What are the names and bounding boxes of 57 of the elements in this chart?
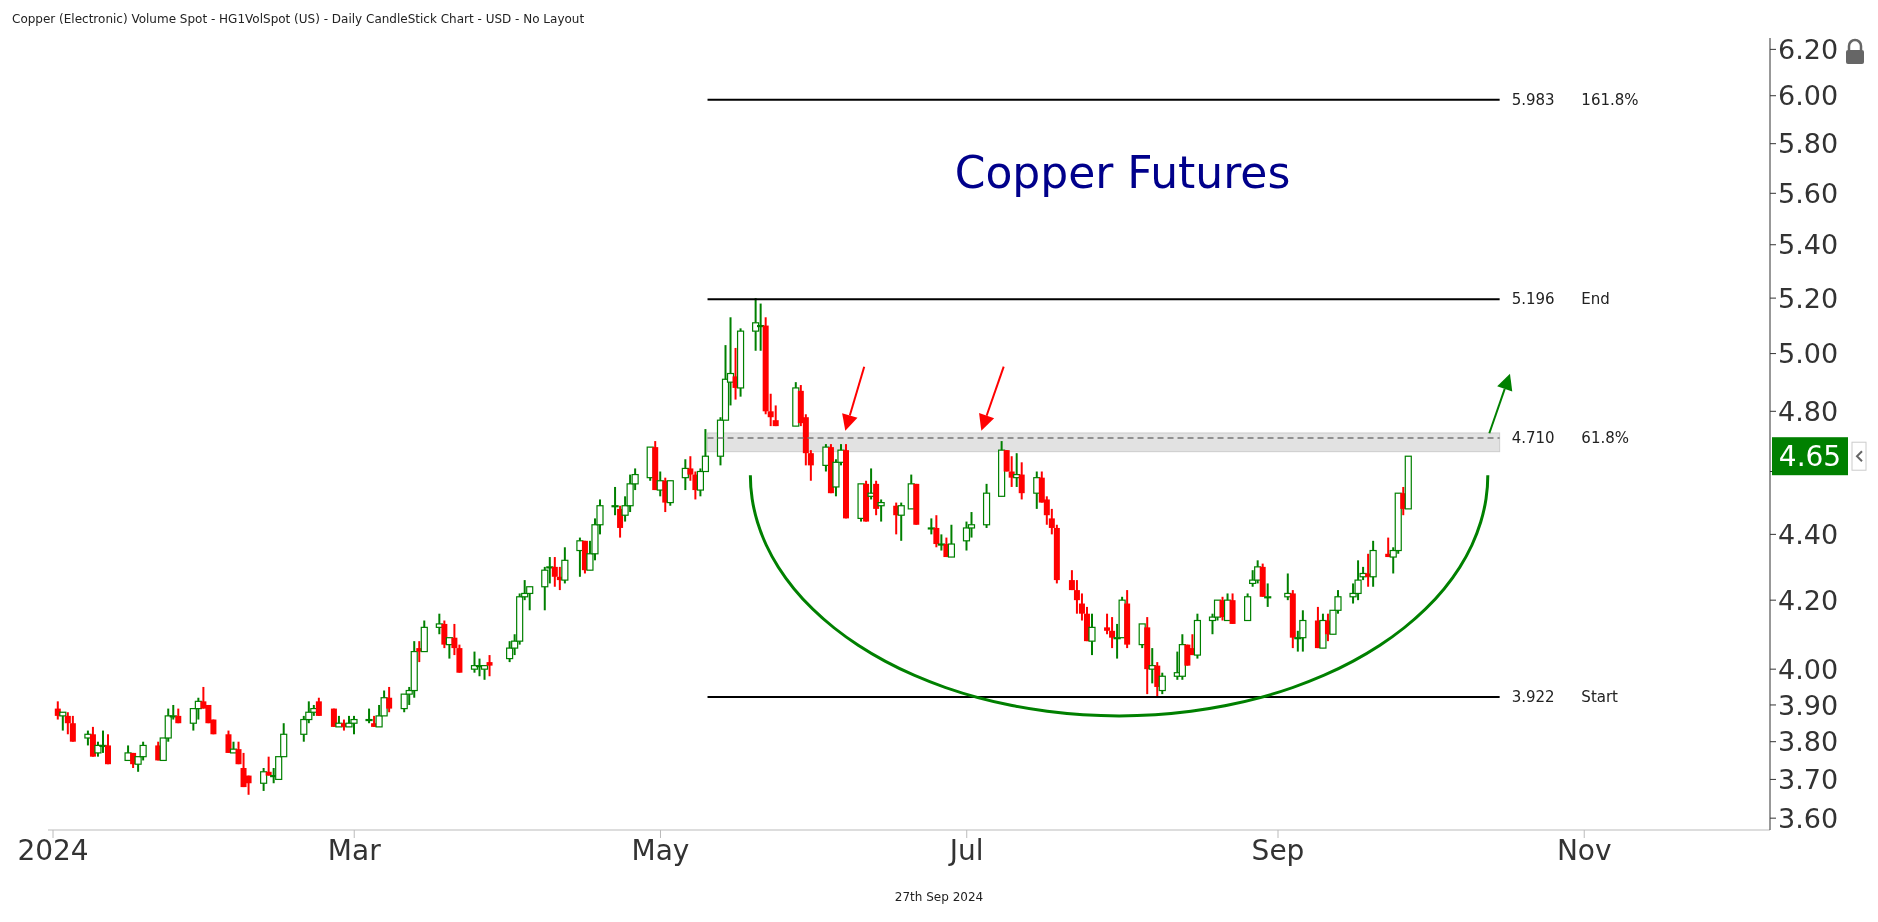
candlestick (666, 479, 674, 507)
candlestick (1158, 671, 1166, 696)
y-tick-label: 6.00 (1778, 80, 1839, 112)
y-tick-label: 3.90 (1778, 689, 1839, 721)
candlestick (225, 729, 232, 754)
y-tick-label: 5.00 (1778, 338, 1839, 370)
y-tick-label: 3.60 (1778, 802, 1839, 834)
candlestick (933, 514, 940, 549)
candlestick (1229, 592, 1236, 625)
candlestick (752, 297, 760, 352)
x-tick-label: Jul (947, 833, 984, 867)
y-tick-label: 5.80 (1778, 128, 1839, 160)
candlestick (89, 725, 96, 758)
x-tick-label: Nov (1556, 833, 1612, 867)
candlestick (1244, 592, 1252, 622)
text: Copper (Electronic) Volume Spot - HG1VolSpot (US) - Daily CandleStick Chart - USD - No Layout (11, 11, 586, 28)
candlestick (897, 501, 905, 542)
candlestick (1088, 612, 1096, 657)
text: 27th Sep 2024 (893, 889, 985, 906)
candlestick (551, 556, 558, 588)
candlestick (69, 714, 76, 743)
candlestick (59, 711, 67, 732)
candlestick (611, 485, 619, 517)
text: Copper Futures (954, 147, 1291, 199)
y-tick-label: 5.60 (1778, 177, 1839, 209)
candlestick (1264, 582, 1272, 608)
y-tick-label: 3.70 (1778, 764, 1839, 795)
text: 3.922 Start (1511, 688, 1619, 707)
x-tick-label: 2024 (17, 833, 89, 867)
candlestick (470, 650, 479, 674)
x-tick-label: May (631, 833, 690, 867)
candlestick (486, 654, 493, 678)
candlestick (877, 498, 885, 523)
x-tick-label: Sep (1251, 833, 1305, 867)
text: 5.983 161.8% (1511, 90, 1639, 109)
candlestick (441, 619, 448, 650)
candlestick (416, 640, 423, 664)
candlestick (260, 767, 268, 792)
y-tick-label: 3.80 (1778, 726, 1839, 758)
text: 4.65 (1778, 440, 1842, 474)
candlestick (315, 696, 322, 717)
candlestick (104, 733, 111, 766)
y-tick-label: 4.00 (1778, 653, 1839, 685)
y-tick-label: 4.40 (1778, 518, 1839, 550)
y-tick-label: 4.20 (1778, 584, 1839, 616)
y-tick-label: 5.40 (1778, 229, 1839, 261)
candlestick (386, 685, 393, 714)
x-tick-label: Mar (327, 833, 382, 867)
y-tick-label: 5.20 (1778, 282, 1839, 314)
candlestick (1154, 661, 1161, 699)
y-tick-label: 6.20 (1778, 33, 1839, 65)
text: 4.710 61.8% (1511, 429, 1630, 448)
candlestick (265, 755, 272, 777)
text: 5.196 End (1511, 290, 1610, 309)
y-tick-label: 4.80 (1778, 395, 1839, 427)
candlestick (561, 546, 569, 585)
candlestick (1018, 461, 1025, 501)
